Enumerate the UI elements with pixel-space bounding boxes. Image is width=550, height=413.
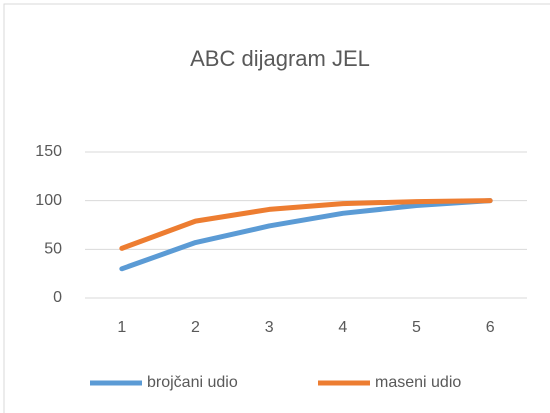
- x-tick-label: 5: [412, 319, 421, 336]
- series-line: [119, 198, 493, 272]
- y-tick-label: 100: [35, 192, 62, 209]
- x-tick-label: 1: [117, 319, 126, 336]
- series-line: [119, 198, 493, 251]
- x-tick-label: 2: [191, 319, 200, 336]
- x-tick-label: 4: [338, 319, 347, 336]
- x-tick-label: 3: [265, 319, 274, 336]
- legend-label: brojčani udio: [147, 374, 238, 391]
- legend-label: maseni udio: [375, 374, 461, 391]
- x-tick-label: 6: [486, 319, 495, 336]
- chart-title: ABC dijagram JEL: [190, 46, 370, 71]
- y-tick-label: 150: [35, 143, 62, 160]
- y-tick-label: 0: [53, 289, 62, 306]
- y-tick-label: 50: [44, 241, 62, 258]
